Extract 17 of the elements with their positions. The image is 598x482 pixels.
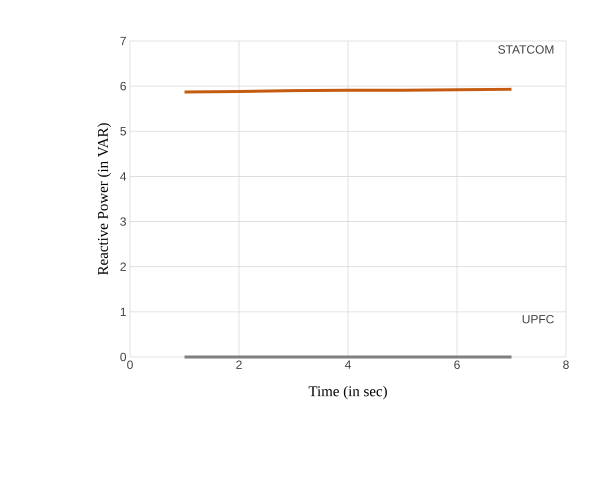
x-tick-label: 6 xyxy=(454,360,460,369)
x-tick-label: 2 xyxy=(236,360,242,369)
y-axis-title: Reactive Power (in VAR) xyxy=(97,123,112,275)
x-tick-label: 0 xyxy=(127,360,133,369)
y-tick-label: 6 xyxy=(120,82,126,90)
y-tick-label: 5 xyxy=(120,127,126,136)
text: STATCOM xyxy=(498,45,554,54)
x-axis-title: Time (in sec) xyxy=(308,386,387,400)
x-tick-label: 8 xyxy=(563,360,569,369)
y-tick-label: 3 xyxy=(120,217,126,226)
y-tick-label: 4 xyxy=(120,172,126,181)
y-tick-label: 2 xyxy=(120,262,126,271)
text: UPFC xyxy=(522,314,554,324)
y-tick-label: 0 xyxy=(120,352,126,362)
y-tick-label: 1 xyxy=(120,308,126,316)
y-tick-label: 7 xyxy=(120,36,126,46)
x-tick-label: 4 xyxy=(344,360,351,369)
